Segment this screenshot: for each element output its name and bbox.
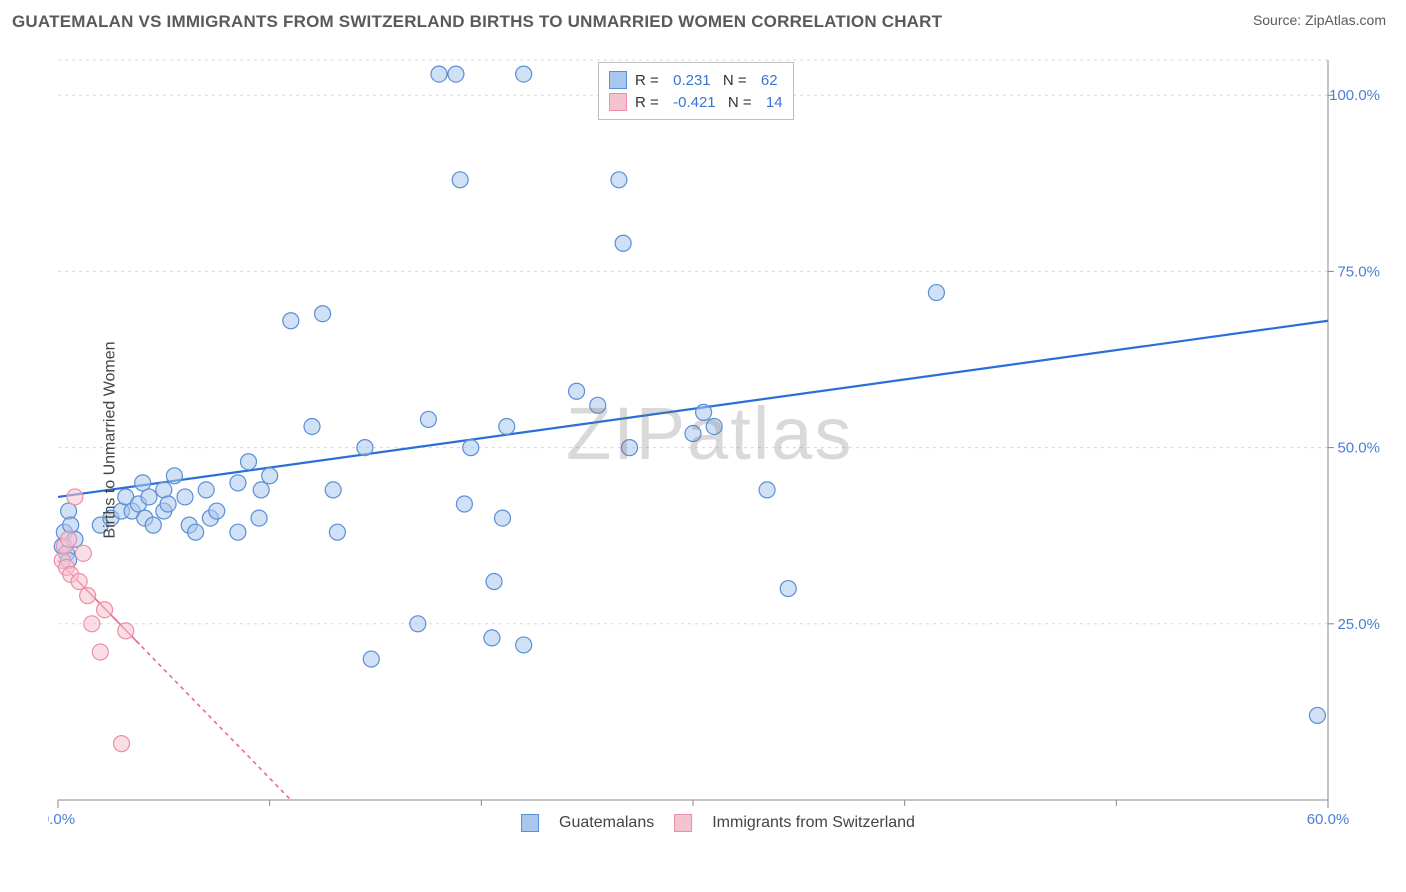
legend-series-label: Immigrants from Switzerland (712, 814, 915, 832)
legend-r-label: R = 0.231 (635, 72, 711, 89)
chart-title: GUATEMALAN VS IMMIGRANTS FROM SWITZERLAN… (12, 12, 942, 32)
legend-r-label: R = -0.421 (635, 94, 716, 111)
source-label: Source: ZipAtlas.com (1253, 12, 1386, 28)
svg-text:75.0%: 75.0% (1337, 263, 1380, 280)
plot-area: Births to Unmarried Women 25.0% 50.0% 75.0… (48, 50, 1388, 830)
svg-text:100.0%: 100.0% (1329, 87, 1380, 104)
stats-legend: R = 0.231 N = 62R = -0.421 N = 14 (598, 62, 794, 120)
legend-n-label: N = 62 (719, 72, 778, 89)
svg-text:60.0%: 60.0% (1307, 811, 1350, 828)
legend-swatch-icon (609, 93, 627, 111)
legend-swatch-icon (674, 814, 692, 832)
stats-legend-row: R = -0.421 N = 14 (609, 91, 783, 113)
svg-text:25.0%: 25.0% (1337, 616, 1380, 633)
stats-legend-row: R = 0.231 N = 62 (609, 69, 783, 91)
series-legend: Guatemalans Immigrants from Switzerland (521, 814, 915, 832)
legend-n-label: N = 14 (724, 94, 783, 111)
svg-text:0.0%: 0.0% (48, 811, 75, 828)
y-axis-label: Births to Unmarried Women (102, 341, 120, 538)
legend-swatch-icon (609, 71, 627, 89)
legend-swatch-icon (521, 814, 539, 832)
legend-series-label: Guatemalans (559, 814, 654, 832)
scatter-chart: 25.0% 50.0% 75.0% 100.0% 0.0% 60.0% (48, 50, 1388, 830)
svg-text:50.0%: 50.0% (1337, 440, 1380, 457)
